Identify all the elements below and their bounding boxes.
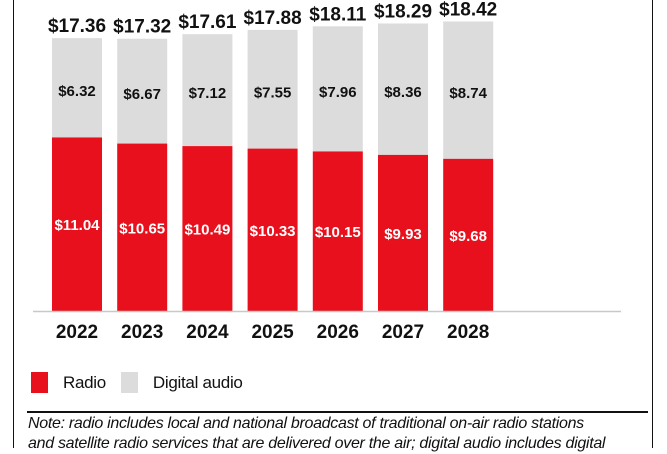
legend-swatch-digital-audio	[120, 372, 138, 393]
label-radio-2027: $9.93	[384, 226, 422, 243]
x-tick-2024: 2024	[186, 322, 229, 343]
chart-note: Note: radio includes local and national …	[28, 414, 648, 454]
x-tick-2026: 2026	[317, 322, 359, 343]
label-digital-audio-2028: $8.74	[449, 85, 487, 102]
bar-radio-2023	[117, 143, 168, 311]
label-total-2028: $18.42	[439, 0, 497, 20]
legend-swatch-radio	[31, 372, 48, 393]
x-tick-2025: 2025	[251, 322, 294, 343]
bar-digital-audio-2028	[443, 21, 494, 159]
label-radio-2025: $10.33	[250, 223, 296, 240]
bar-radio-2024	[182, 146, 233, 311]
bar-radio-2026	[312, 151, 363, 311]
stacked-bar-chart: $11.04 $6.32 $17.36 2022 $10.65 $6.67 $17.32 20…	[33, 0, 621, 343]
label-total-2027: $18.29	[374, 1, 432, 22]
bar-digital-audio-2025	[247, 29, 298, 149]
legend-label-radio: Radio	[63, 372, 106, 392]
label-digital-audio-2027: $8.36	[384, 84, 422, 101]
label-radio-2026: $10.15	[315, 224, 361, 241]
label-digital-audio-2024: $7.12	[189, 85, 227, 102]
note-separator	[27, 411, 648, 413]
note-line-1: Note: radio includes local and national …	[28, 415, 584, 432]
chart-frame	[13, 0, 653, 448]
label-digital-audio-2022: $6.32	[58, 83, 96, 100]
label-radio-2022: $11.04	[54, 217, 100, 234]
bar-radio-2025	[247, 148, 298, 311]
x-tick-2023: 2023	[121, 322, 163, 343]
label-radio-2028: $9.68	[449, 228, 487, 245]
legend: Radio Digital audio	[31, 372, 258, 393]
note-line-2: and satellite radio services that are de…	[28, 435, 606, 452]
bar-digital-audio-2024	[182, 34, 233, 147]
label-digital-audio-2026: $7.96	[319, 84, 357, 101]
legend-label-digital-audio: Digital audio	[152, 372, 243, 392]
label-total-2023: $17.32	[113, 17, 171, 38]
label-total-2025: $17.88	[244, 8, 302, 29]
bar-digital-audio-2022	[52, 38, 102, 138]
label-total-2022: $17.36	[48, 16, 106, 37]
bar-radio-2022	[52, 137, 102, 311]
label-total-2026: $18.11	[309, 4, 366, 25]
bar-digital-audio-2023	[117, 38, 168, 144]
label-radio-2023: $10.65	[119, 220, 165, 237]
bar-digital-audio-2026	[312, 26, 363, 152]
bar-digital-audio-2027	[378, 23, 428, 155]
label-total-2024: $17.61	[178, 12, 237, 33]
bar-radio-2027	[378, 154, 428, 311]
x-tick-2028: 2028	[447, 322, 489, 343]
x-tick-2022: 2022	[56, 322, 98, 343]
x-tick-2027: 2027	[382, 322, 424, 343]
bar-radio-2028	[443, 158, 494, 311]
label-radio-2024: $10.49	[184, 222, 230, 239]
label-digital-audio-2023: $6.67	[123, 86, 161, 103]
label-digital-audio-2025: $7.55	[254, 84, 292, 101]
